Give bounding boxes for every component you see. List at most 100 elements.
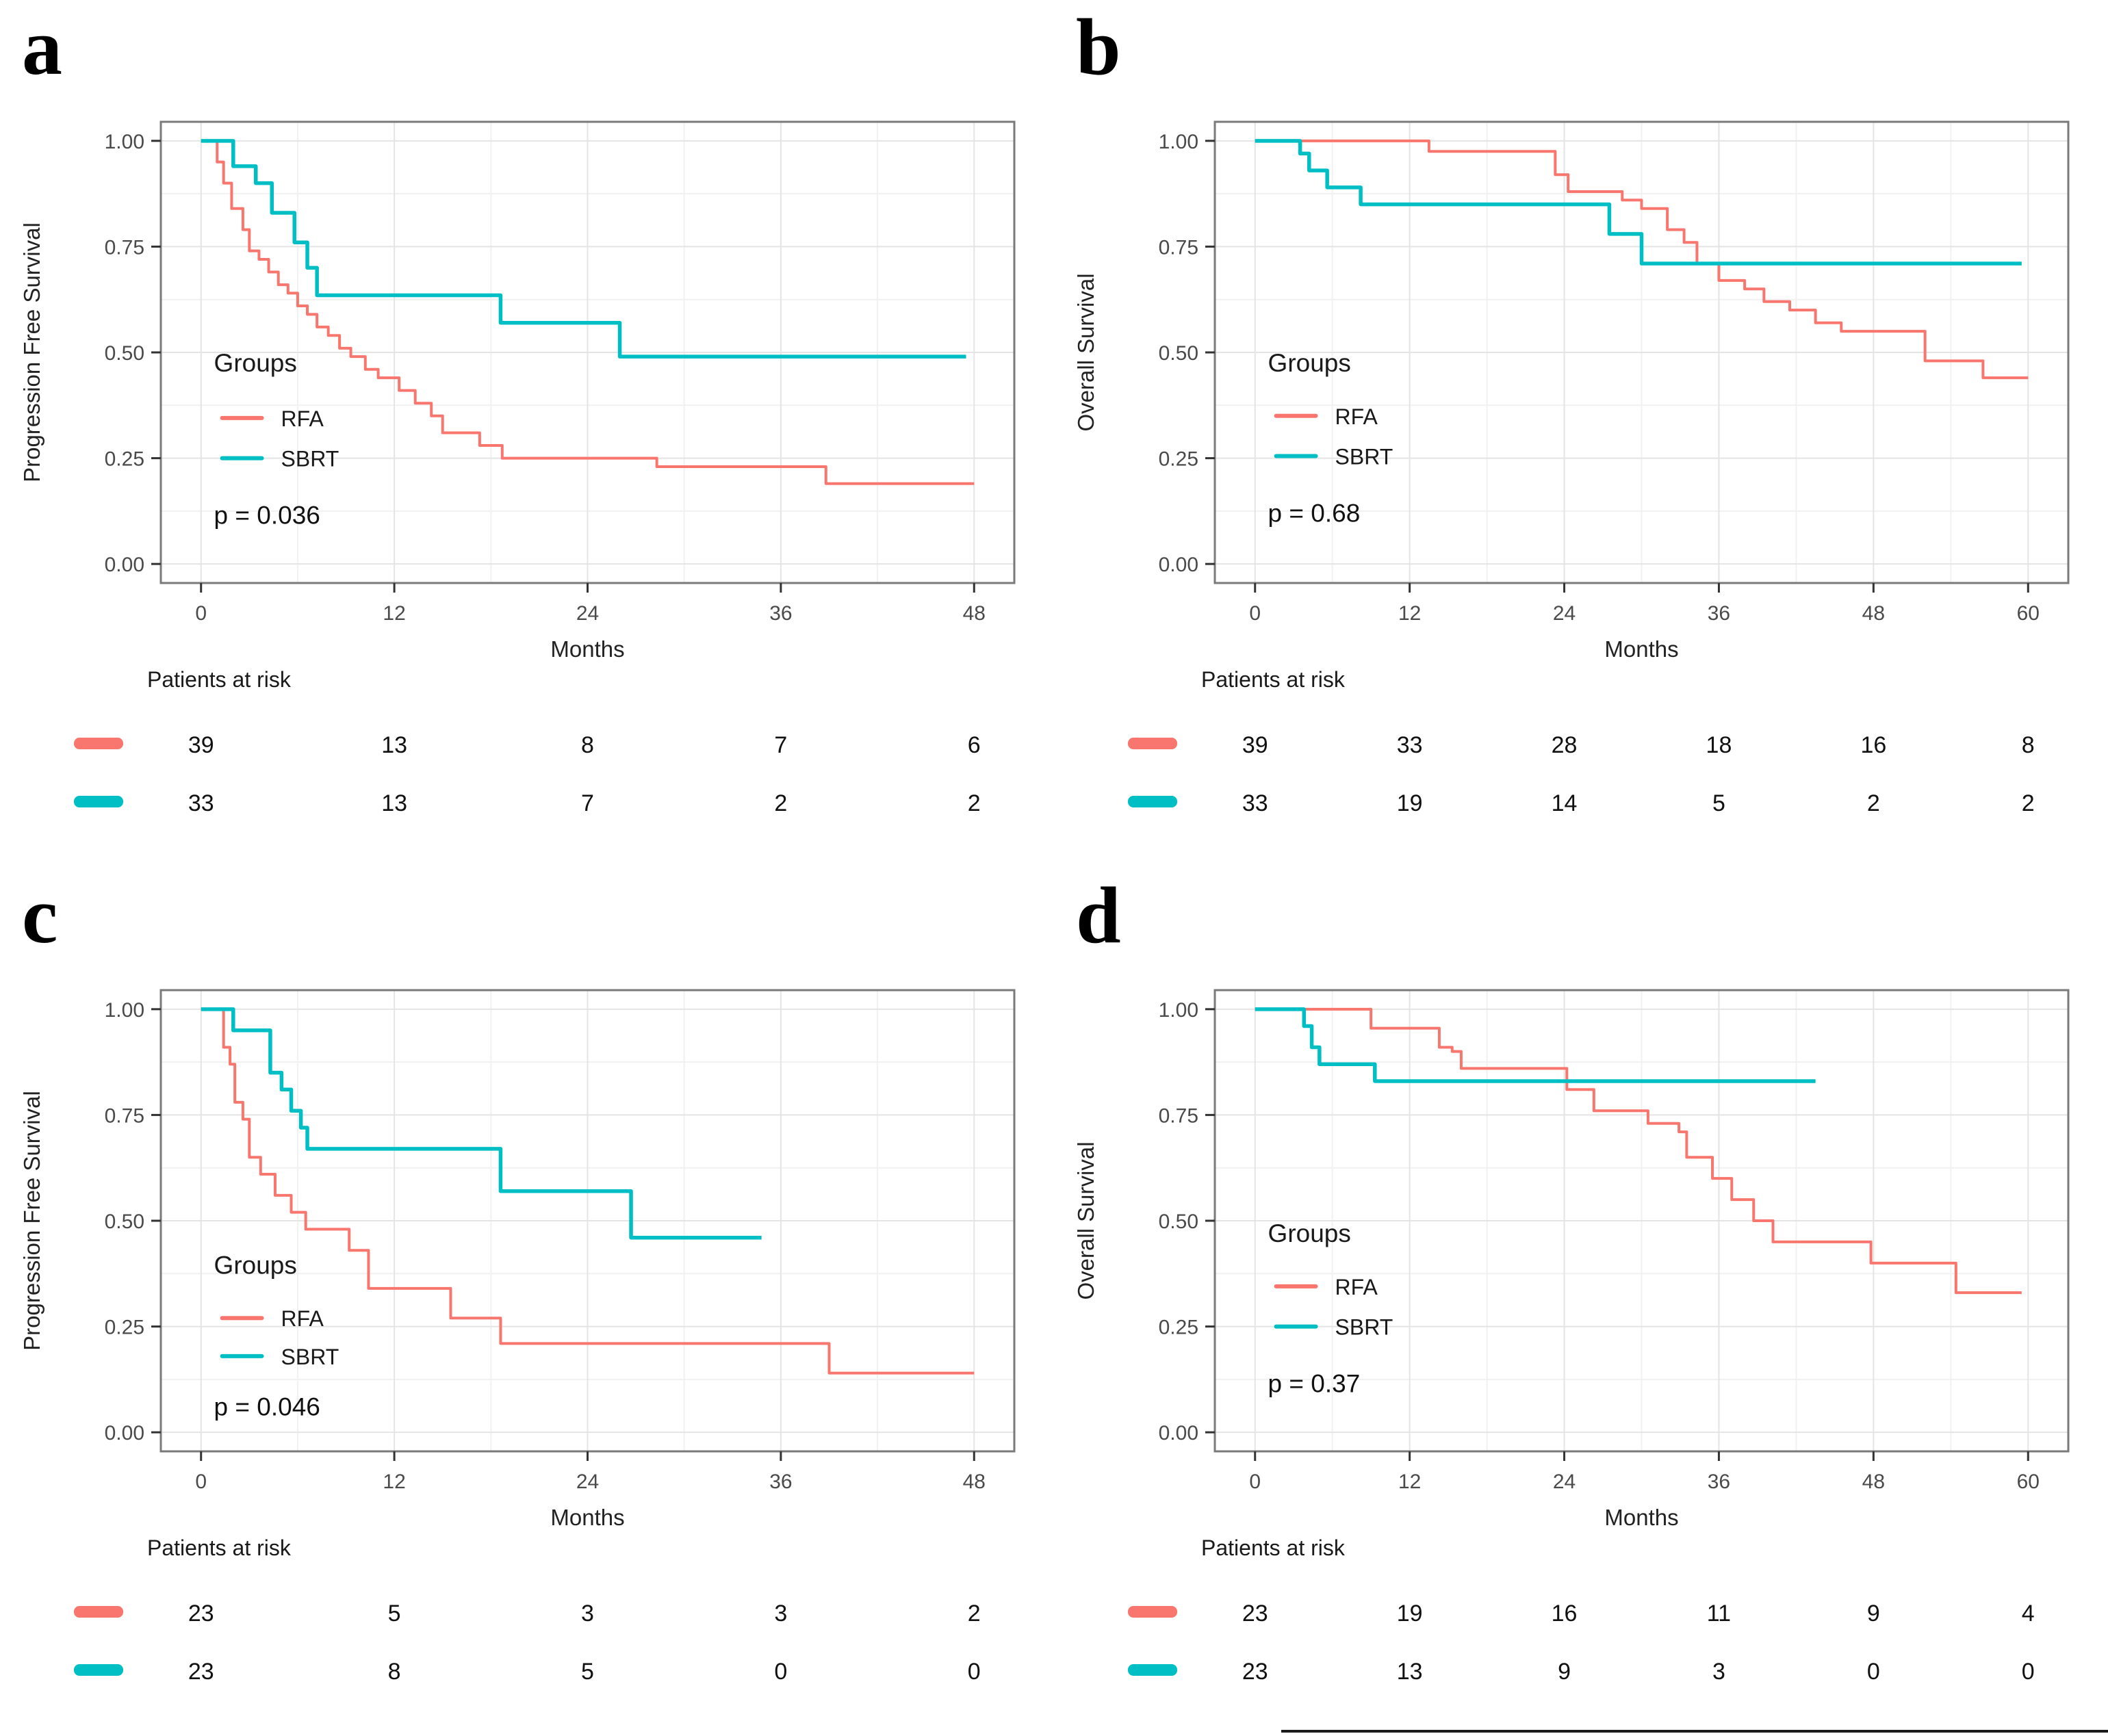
panel-letter-a: a <box>22 2 62 92</box>
risk-count: 18 <box>1706 732 1732 758</box>
legend-label-sbrt: SBRT <box>281 447 339 471</box>
y-tick-label: 0.25 <box>105 448 144 471</box>
legend-label-rfa: RFA <box>281 406 324 431</box>
y-tick-label: 0.50 <box>105 342 144 365</box>
km-curve-sbrt <box>201 1007 762 1240</box>
risk-count: 23 <box>1242 1659 1268 1685</box>
risk-count: 16 <box>1552 1601 1578 1627</box>
risk-count: 7 <box>581 790 594 816</box>
x-tick-label: 12 <box>1398 1471 1421 1493</box>
risk-count: 9 <box>1867 1601 1880 1627</box>
panel-c: c 1.00 0.75 0.50 0.25 0.00 0 12 24 36 48 Months Pro… <box>0 868 1054 1736</box>
y-tick-label: 0.75 <box>1159 236 1198 259</box>
risk-table-header: Patients at risk <box>1201 667 1346 692</box>
y-tick-label: 0.50 <box>105 1210 144 1233</box>
risk-table-header: Patients at risk <box>147 667 292 692</box>
y-tick-label: 0.00 <box>105 554 144 576</box>
x-tick-label: 36 <box>769 1471 792 1493</box>
legend-title: Groups <box>1268 1219 1351 1247</box>
risk-count: 5 <box>1712 790 1725 816</box>
y-tick-label: 0.25 <box>1159 1317 1198 1339</box>
risk-count: 39 <box>188 732 214 758</box>
x-tick-label: 0 <box>1249 1471 1261 1493</box>
risk-swatch-sbrt <box>74 796 123 807</box>
risk-count: 13 <box>381 790 407 816</box>
y-tick-label: 0.75 <box>105 1104 144 1127</box>
risk-count: 2 <box>968 1601 981 1627</box>
risk-count: 23 <box>1242 1601 1268 1627</box>
legend-title: Groups <box>1268 349 1351 377</box>
risk-swatch-sbrt <box>1128 1664 1177 1676</box>
y-axis-title: Overall Survival <box>1073 1141 1098 1299</box>
y-tick-label: 1.00 <box>105 999 144 1022</box>
risk-count: 3 <box>1712 1659 1725 1685</box>
x-axis-title: Months <box>550 1505 624 1530</box>
risk-count: 6 <box>968 732 981 758</box>
risk-count: 5 <box>581 1659 594 1685</box>
risk-count: 5 <box>388 1601 401 1627</box>
risk-count: 2 <box>2022 790 2035 816</box>
risk-count: 33 <box>1242 790 1268 816</box>
x-tick-label: 60 <box>2017 602 2040 625</box>
km-chart-b: 1.00 0.75 0.50 0.25 0.00 0 12 24 36 48 60 Months Ove… <box>1073 120 2070 816</box>
x-tick-label: 36 <box>769 602 792 625</box>
risk-swatch-rfa <box>1128 1606 1177 1618</box>
risk-count: 2 <box>1867 790 1880 816</box>
risk-count: 11 <box>1707 1601 1731 1627</box>
bottom-divider-line <box>1281 1730 2108 1733</box>
y-tick-label: 0.50 <box>1159 1210 1198 1233</box>
x-tick-label: 24 <box>576 602 599 625</box>
risk-count: 0 <box>774 1659 787 1685</box>
risk-count: 33 <box>1397 732 1423 758</box>
risk-swatch-rfa <box>74 738 123 749</box>
legend-label-rfa: RFA <box>1335 404 1378 429</box>
km-curve-sbrt <box>1255 1007 1816 1083</box>
y-tick-label: 0.25 <box>105 1317 144 1339</box>
km-chart-a: 1.00 0.75 0.50 0.25 0.00 0 12 24 36 48 Months Progr… <box>19 120 1016 816</box>
risk-count: 39 <box>1242 732 1268 758</box>
panel-letter-b: b <box>1076 2 1121 92</box>
risk-count: 23 <box>188 1601 214 1627</box>
x-tick-label: 48 <box>1862 602 1885 625</box>
risk-count: 2 <box>774 790 787 816</box>
risk-count: 28 <box>1552 732 1578 758</box>
p-value-label: p = 0.68 <box>1268 499 1361 527</box>
risk-count: 33 <box>188 790 214 816</box>
y-tick-label: 0.00 <box>1159 1422 1198 1444</box>
x-tick-label: 24 <box>576 1471 599 1493</box>
y-tick-label: 0.00 <box>105 1422 144 1444</box>
x-tick-label: 12 <box>383 602 405 625</box>
km-chart-c: 1.00 0.75 0.50 0.25 0.00 0 12 24 36 48 Months Progr… <box>19 989 1016 1685</box>
legend-label-sbrt: SBRT <box>281 1345 339 1369</box>
risk-count: 0 <box>2022 1659 2035 1685</box>
panel-d: d 1.00 0.75 0.50 0.25 0.00 0 12 24 36 48 60 Months O… <box>1054 868 2108 1736</box>
x-axis-title: Months <box>1604 636 1678 662</box>
km-curve-sbrt <box>201 139 966 359</box>
x-tick-label: 0 <box>195 602 207 625</box>
risk-count: 3 <box>581 1601 594 1627</box>
risk-count: 2 <box>968 790 981 816</box>
x-axis-title: Months <box>1604 1505 1678 1530</box>
p-value-label: p = 0.046 <box>214 1392 320 1421</box>
risk-count: 16 <box>1860 732 1886 758</box>
risk-count: 8 <box>2022 732 2035 758</box>
x-tick-label: 24 <box>1553 602 1576 625</box>
panel-a: a 1.00 0.75 0.50 0.25 0.00 0 12 24 36 48 Months Pro… <box>0 0 1054 868</box>
risk-count: 0 <box>968 1659 981 1685</box>
y-tick-label: 1.00 <box>1159 999 1198 1022</box>
p-value-label: p = 0.036 <box>214 501 320 529</box>
legend-label-sbrt: SBRT <box>1335 444 1393 469</box>
risk-table-header: Patients at risk <box>1201 1536 1346 1560</box>
legend-label-sbrt: SBRT <box>1335 1315 1393 1340</box>
y-axis-title: Progression Free Survival <box>19 1091 44 1351</box>
risk-count: 13 <box>381 732 407 758</box>
panel-letter-c: c <box>22 870 58 960</box>
y-axis-title: Overall Survival <box>1073 273 1098 431</box>
km-curve-sbrt <box>1255 139 2022 265</box>
km-chart-d: 1.00 0.75 0.50 0.25 0.00 0 12 24 36 48 60 Months Ove… <box>1073 989 2070 1685</box>
risk-count: 8 <box>388 1659 401 1685</box>
x-tick-label: 0 <box>195 1471 207 1493</box>
risk-count: 19 <box>1397 1601 1423 1627</box>
y-axis-title: Progression Free Survival <box>19 222 44 482</box>
